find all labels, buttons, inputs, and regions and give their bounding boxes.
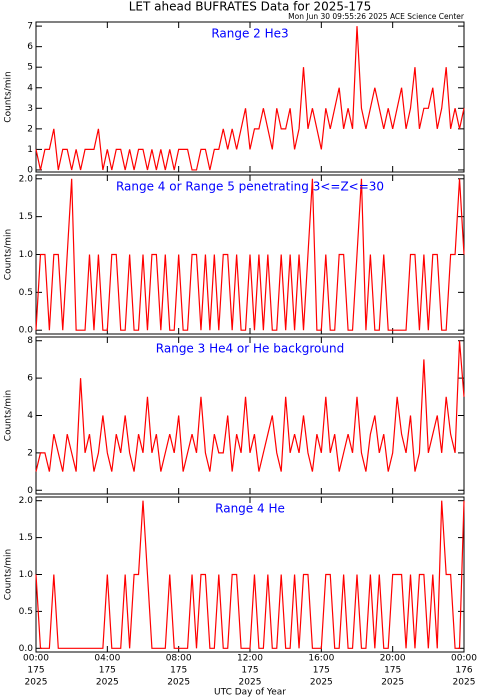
data-line	[35, 340, 465, 472]
x-tick-label: 08:00	[166, 654, 192, 664]
y-axis-label: Counts/min	[4, 549, 14, 600]
y-tick-label: 6	[27, 42, 33, 52]
x-tick-label: 175	[241, 666, 258, 676]
y-tick-label: 0.5	[19, 288, 33, 298]
y-tick-label: 8	[27, 336, 33, 346]
y-tick-label: 6	[27, 374, 33, 384]
x-tick-label: 20:00	[380, 654, 406, 664]
x-tick-label: 2025	[167, 678, 190, 688]
x-tick-label: 176	[455, 666, 472, 676]
y-tick-label: 2	[27, 448, 33, 458]
data-line	[35, 500, 465, 649]
y-tick-label: 3	[27, 104, 33, 114]
chart-title: LET ahead BUFRATES Data for 2025-175	[129, 0, 371, 14]
y-tick-label: 0.5	[19, 607, 33, 617]
x-tick-label: 00:00	[451, 654, 477, 664]
y-tick-label: 2.0	[19, 174, 34, 184]
y-tick-label: 2	[27, 124, 33, 134]
y-axis-label: Counts/min	[4, 71, 14, 122]
x-tick-label: 2025	[453, 678, 476, 688]
y-tick-label: 1.5	[19, 533, 33, 543]
x-tick-label: 16:00	[308, 654, 334, 664]
x-tick-label: 00:00	[23, 654, 49, 664]
y-tick-label: 1	[27, 145, 33, 155]
panel-label: Range 4 or Range 5 penetrating 3<=Z<=30	[116, 180, 384, 194]
panel-label: Range 4 He	[215, 502, 285, 516]
y-axis-label: Counts/min	[4, 390, 14, 441]
panel-label: Range 2 He3	[211, 27, 288, 41]
y-tick-label: 0.0	[19, 326, 34, 336]
y-tick-label: 4	[27, 411, 33, 421]
chart-subtitle: Mon Jun 30 09:55:26 2025 ACE Science Cen…	[288, 12, 465, 21]
x-tick-label: 175	[384, 666, 401, 676]
x-tick-label: 175	[170, 666, 187, 676]
y-tick-label: 1.0	[19, 570, 34, 580]
y-tick-label: 5	[27, 63, 33, 73]
x-tick-label: 2025	[25, 678, 48, 688]
x-tick-label: 12:00	[237, 654, 263, 664]
y-tick-label: 0.0	[19, 644, 34, 654]
x-tick-label: 2025	[239, 678, 262, 688]
data-line	[35, 26, 465, 171]
y-tick-label: 4	[27, 83, 33, 93]
y-axis-label: Counts/min	[4, 229, 14, 280]
x-tick-label: 2025	[310, 678, 333, 688]
y-tick-label: 1.0	[19, 250, 34, 260]
y-tick-label: 0	[27, 486, 33, 496]
y-tick-label: 7	[27, 22, 33, 32]
data-line	[35, 178, 465, 331]
panel-label: Range 3 He4 or He background	[156, 342, 344, 356]
x-tick-label: 175	[99, 666, 116, 676]
x-tick-label: 04:00	[94, 654, 120, 664]
y-tick-label: 2.0	[19, 496, 34, 506]
y-tick-label: 1.5	[19, 212, 33, 222]
x-axis-label: UTC Day of Year	[214, 688, 286, 698]
x-tick-label: 2025	[96, 678, 119, 688]
x-tick-label: 175	[27, 666, 44, 676]
x-tick-label: 175	[313, 666, 330, 676]
y-tick-label: 0	[27, 165, 33, 175]
x-tick-label: 2025	[381, 678, 404, 688]
